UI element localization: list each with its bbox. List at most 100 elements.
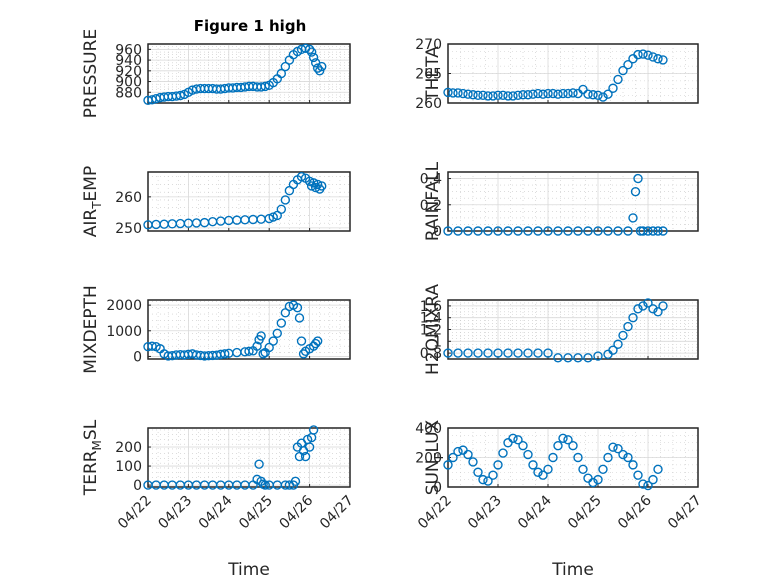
data-point [638,226,648,236]
data-point [264,213,274,224]
data-point [518,90,528,100]
x-tick-label: 04/26 [277,492,317,532]
data-point [503,226,513,236]
data-point [603,89,613,99]
data-point [573,452,583,463]
data-point [658,226,668,236]
data-point [593,226,603,236]
data-point [317,61,327,72]
data-point [294,313,305,323]
axes-outline [447,427,699,488]
data-point [280,308,291,318]
data-point [513,348,523,358]
data-point [623,59,633,70]
data-point [453,226,463,236]
data-point [298,349,309,359]
y-tick-label: 0 [433,224,442,240]
data-point [463,449,473,460]
data-point [528,89,538,99]
data-point [306,47,317,57]
data-point [308,425,319,435]
y-tick-label: 265 [415,67,442,83]
data-point [478,474,488,485]
data-point [443,460,453,470]
data-point [648,474,658,485]
data-point [613,443,623,454]
data-point [618,65,628,76]
y-tick-label: 940 [115,53,142,69]
data-point [503,91,513,101]
y-tick-label: 400 [415,421,442,437]
x-axis-label: Time [551,560,594,580]
data-point [648,52,658,62]
data-point [563,435,573,445]
y-axis-label: TERRMSL [81,419,104,496]
data-point [513,435,523,445]
data-point [458,88,468,99]
data-point [473,90,483,101]
y-axis-label: RAINFALL [423,161,443,241]
data-point [498,90,508,101]
data-point [443,348,453,358]
y-axis-label: THETA [423,46,443,102]
y-tick-label: 200 [115,440,142,456]
data-point [308,178,319,188]
data-point [598,464,608,474]
x-tick-label: 04/27 [317,493,357,533]
data-point [588,477,598,488]
data-point [538,89,548,99]
data-point [613,74,623,85]
data-point [296,336,307,346]
x-tick-label: 04/22 [115,493,155,533]
subplot-5: 0 1000 2000 MIXDEPTH [81,285,351,374]
data-point [558,88,568,99]
data-point [483,91,493,101]
data-point [463,89,473,99]
y-tick-label: 250 [115,221,142,237]
x-tick-label: 04/26 [615,492,655,532]
data-point [568,88,578,98]
data-point [593,90,603,101]
data-point [643,298,653,308]
y-tick-label: 260 [115,190,142,206]
data-point [473,226,483,236]
data-point [272,328,282,339]
y-tick-label: 880 [115,85,142,101]
data-point [528,460,538,470]
data-point [508,91,518,101]
data-point [453,446,463,457]
y-tick-label: 260 [415,96,442,112]
y-tick-label: 2000 [106,298,142,314]
data-point [523,90,533,100]
data-point [488,470,498,480]
y-tick-label: 960 [115,42,142,58]
data-point [573,353,583,363]
data-point [276,204,287,214]
data-point [493,348,503,358]
data-point [523,348,533,358]
data-point [533,348,543,358]
data-point [523,226,533,236]
axes-outline [147,171,351,232]
data-point [553,226,563,236]
data-point [443,226,453,236]
data-point [593,351,603,361]
data-point [518,441,528,451]
data-point [648,226,658,236]
x-axis-label: Time [227,560,270,580]
data-point [443,87,453,98]
y-tick-label: 0.4 [420,172,442,188]
data-point [548,88,558,99]
x-tick-label: 04/23 [155,493,195,533]
data-point [258,349,268,359]
data-point [493,460,503,470]
y-tick-label: 0 [133,478,142,494]
data-point [453,88,463,98]
data-point [264,342,274,353]
y-tick-label: 1.6 [420,299,442,315]
data-point [310,338,321,349]
data-point [300,451,311,462]
